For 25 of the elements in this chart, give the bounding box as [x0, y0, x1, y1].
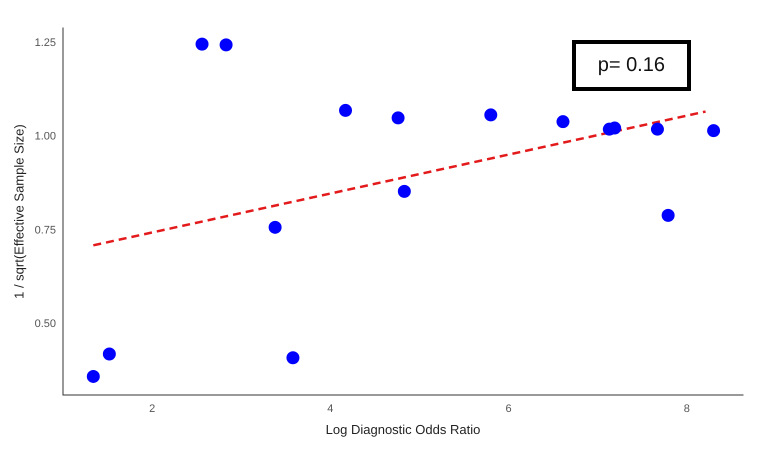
x-tick-label: 8	[684, 402, 690, 415]
point	[268, 220, 282, 234]
x-tick-label: 4	[327, 402, 334, 415]
x-axis-title: Log Diagnostic Odds Ratio	[326, 422, 480, 437]
point	[86, 370, 100, 383]
y-tick-label: 0.75	[34, 224, 56, 236]
x-tick-label: 2	[149, 402, 156, 415]
point	[662, 208, 675, 222]
point	[707, 124, 720, 138]
y-tick-label: 1.00	[34, 130, 56, 143]
point	[398, 184, 411, 198]
point	[556, 115, 570, 128]
point	[102, 347, 116, 360]
point	[286, 351, 300, 364]
point	[392, 111, 405, 124]
point	[650, 122, 664, 136]
point	[196, 38, 209, 51]
point	[484, 108, 498, 122]
point	[220, 38, 233, 52]
point	[339, 104, 352, 117]
y-tick-label: 1.25	[34, 37, 56, 50]
y-axis-title: 1 / sqrt(Effective Sample Size)	[11, 124, 26, 299]
x-tick-label: 6	[506, 402, 512, 415]
y-tick-label: 0.50	[34, 318, 56, 330]
annotation: p= 0.16	[572, 40, 691, 91]
